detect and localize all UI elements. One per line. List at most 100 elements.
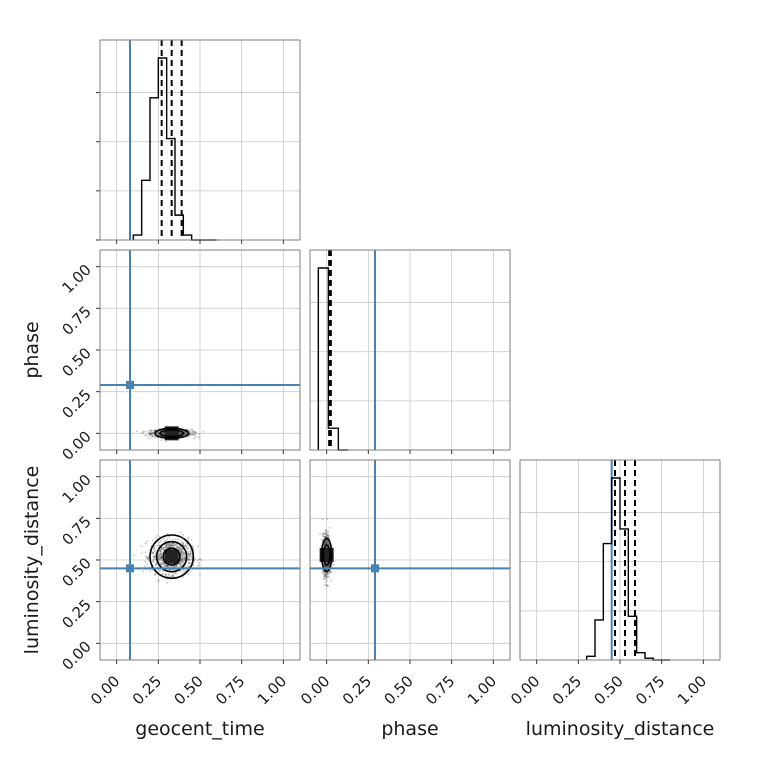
scatter-point: [185, 431, 188, 434]
scatter-point: [162, 432, 164, 435]
scatter-point: [149, 434, 151, 436]
x-tick-label: 1.00: [674, 672, 710, 708]
scatter-point: [153, 550, 155, 553]
scatter-point: [182, 542, 184, 544]
scatter-point: [326, 518, 329, 521]
x-tick-label: 0.25: [339, 672, 375, 708]
scatter-point: [170, 544, 173, 547]
scatter-point: [180, 550, 183, 553]
scatter-point: [181, 558, 183, 561]
x-axis-label-phase: phase: [381, 718, 438, 740]
scatter-point: [157, 556, 160, 558]
scatter-point: [162, 432, 165, 434]
scatter-point: [175, 538, 177, 540]
scatter-point: [165, 564, 167, 567]
contour: [162, 547, 181, 566]
scatter-point: [160, 554, 163, 557]
scatter-point: [322, 532, 325, 535]
scatter-point: [152, 430, 155, 432]
scatter-point: [179, 431, 182, 434]
scatter-point: [181, 548, 183, 551]
scatter-point: [163, 561, 165, 564]
scatter-point: [165, 545, 168, 548]
scatter-point: [161, 573, 164, 576]
scatter-point: [145, 434, 148, 437]
scatter-point: [169, 543, 172, 546]
scatter-point: [178, 546, 181, 549]
scatter-point: [182, 551, 184, 554]
scatter-point: [176, 546, 179, 549]
scatter-point: [325, 540, 328, 543]
scatter-point: [163, 431, 166, 434]
scatter-point: [176, 545, 179, 548]
scatter-point: [176, 572, 178, 575]
scatter-point: [144, 560, 147, 563]
scatter-point: [166, 565, 169, 568]
scatter-point: [151, 551, 154, 554]
scatter-point: [183, 557, 186, 560]
scatter-point: [327, 565, 330, 568]
scatter-point: [171, 574, 174, 577]
scatter-point: [177, 546, 180, 549]
scatter-point: [183, 432, 186, 435]
scatter-point: [326, 573, 329, 575]
scatter-point: [159, 549, 162, 552]
scatter-point: [144, 430, 147, 433]
scatter-point: [323, 543, 326, 545]
scatter-point: [165, 544, 168, 547]
scatter-point: [179, 547, 182, 550]
scatter-point: [325, 532, 328, 535]
scatter-point: [323, 564, 326, 567]
scatter-point: [144, 434, 147, 437]
scatter-point: [159, 556, 162, 559]
scatter-point: [198, 564, 201, 567]
scatter-point: [181, 558, 184, 561]
scatter-point: [150, 436, 153, 438]
scatter-point: [199, 558, 202, 560]
scatter-point: [181, 556, 183, 558]
scatter-point: [153, 556, 156, 559]
scatter-point: [328, 543, 330, 546]
scatter-point: [162, 561, 165, 564]
scatter-point: [164, 563, 167, 566]
scatter-point: [326, 565, 329, 568]
scatter-point: [178, 431, 181, 434]
scatter-point: [185, 546, 188, 549]
scatter-point: [179, 565, 181, 567]
scatter-point: [325, 540, 327, 542]
scatter-point: [154, 436, 156, 439]
scatter-point: [161, 563, 163, 566]
scatter-point: [193, 437, 196, 440]
scatter-point: [156, 431, 159, 434]
y-tick-label: 1.00: [58, 261, 94, 297]
scatter-point: [183, 552, 185, 555]
scatter-point: [176, 565, 178, 568]
scatter-point: [327, 530, 329, 533]
scatter-point: [326, 572, 329, 575]
scatter-point: [151, 552, 154, 555]
scatter-point: [157, 431, 160, 434]
scatter-point: [182, 556, 184, 559]
scatter-point: [325, 546, 328, 549]
scatter-point: [170, 542, 173, 545]
scatter-point: [322, 571, 324, 574]
scatter-point: [161, 432, 164, 435]
scatter-point: [187, 552, 190, 554]
scatter-point: [192, 564, 195, 567]
scatter-point: [152, 558, 155, 561]
scatter-point: [192, 430, 195, 433]
scatter-point: [180, 559, 183, 562]
scatter-point: [189, 552, 192, 555]
scatter-point: [164, 545, 167, 548]
scatter-point: [184, 431, 186, 434]
scatter-point: [323, 536, 326, 539]
scatter-point: [154, 537, 157, 539]
scatter-point: [182, 543, 184, 546]
scatter-point: [178, 433, 181, 435]
scatter-point: [163, 432, 166, 435]
scatter-point: [179, 552, 182, 554]
scatter-point: [171, 565, 173, 568]
scatter-point: [152, 551, 155, 554]
scatter-point: [157, 431, 159, 434]
scatter-point: [181, 555, 183, 558]
